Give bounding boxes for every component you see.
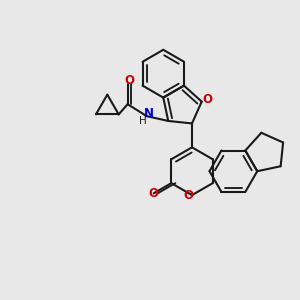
- Text: O: O: [149, 187, 159, 200]
- Text: O: O: [183, 189, 193, 202]
- Text: N: N: [143, 107, 153, 120]
- Text: H: H: [139, 116, 146, 126]
- Text: O: O: [202, 94, 212, 106]
- Text: O: O: [124, 74, 134, 87]
